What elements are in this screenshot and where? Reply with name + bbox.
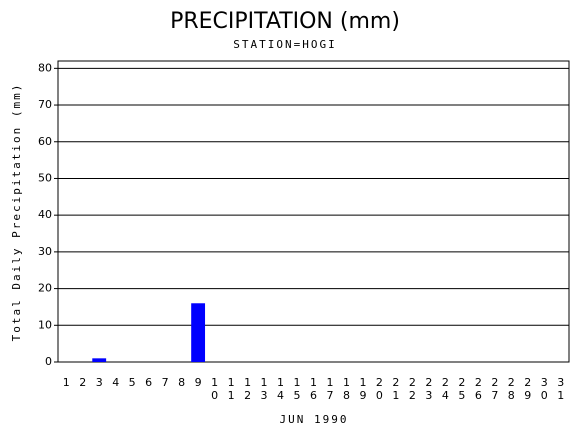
y-tick-label: 20	[38, 282, 52, 295]
bar	[92, 358, 107, 362]
bar	[191, 303, 206, 362]
x-tick-label: 9	[195, 376, 202, 389]
x-tick-label: 2	[79, 376, 86, 389]
y-axis-label: Total Daily Precipitation (mm)	[10, 83, 23, 342]
x-tick-label: 4	[112, 376, 119, 389]
x-tick-label: 8	[178, 376, 185, 389]
x-tick-label: 6	[145, 376, 152, 389]
x-tick-label: 7	[162, 376, 169, 389]
x-tick-label: 1	[63, 376, 70, 389]
x-tick-label: 3	[96, 376, 103, 389]
y-tick-label: 10	[38, 318, 52, 331]
plot-frame	[57, 60, 570, 363]
y-tick-label: 60	[38, 135, 52, 148]
y-tick-label: 40	[38, 208, 52, 221]
chart-subtitle: STATION=HOGI	[233, 38, 336, 51]
y-tick-label: 50	[38, 171, 52, 184]
y-tick-label: 80	[38, 61, 52, 74]
y-tick-label: 0	[45, 355, 52, 368]
y-tick-label: 70	[38, 98, 52, 111]
x-axis-label: JUN 1990	[280, 413, 349, 426]
x-tick-label: 5	[129, 376, 136, 389]
y-tick-label: 30	[38, 245, 52, 258]
chart-title: PRECIPITATION (mm)	[170, 9, 400, 34]
